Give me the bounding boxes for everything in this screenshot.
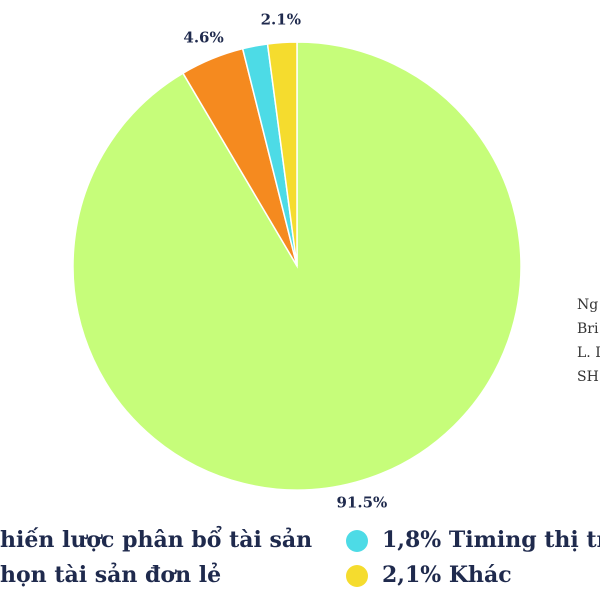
legend-marker [346,565,368,587]
legend-label: 2,1% Khác [382,562,512,588]
source-line: L. I [577,345,600,361]
legend-label: 1,8% Timing thị tr [382,527,600,553]
legend-label: họn tài sản đơn lẻ [0,562,221,588]
legend-marker [346,530,368,552]
source-line: Ng [577,297,598,313]
legend-label: hiến lược phân bổ tài sản [0,525,312,553]
pie-slice [266,41,298,267]
source-line: SH [577,369,599,385]
slice-label: 91.5% [337,493,388,511]
source-line: Bri [577,321,599,337]
slice-label: 4.6% [183,28,223,46]
slice-label: 2.1% [261,11,301,29]
